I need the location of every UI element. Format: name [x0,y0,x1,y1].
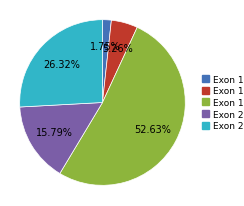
Text: 26.32%: 26.32% [43,60,80,69]
Wedge shape [20,21,102,108]
Wedge shape [20,103,102,174]
Wedge shape [60,28,185,185]
Text: 5.26%: 5.26% [102,44,133,54]
Wedge shape [102,21,112,103]
Text: 52.63%: 52.63% [134,124,171,134]
Legend: Exon 12, Exon 18, Exon 19, Exon 20, Exon 21: Exon 12, Exon 18, Exon 19, Exon 20, Exon… [200,73,244,133]
Wedge shape [102,21,137,103]
Text: 15.79%: 15.79% [36,127,73,137]
Text: 1.75%: 1.75% [90,42,121,52]
